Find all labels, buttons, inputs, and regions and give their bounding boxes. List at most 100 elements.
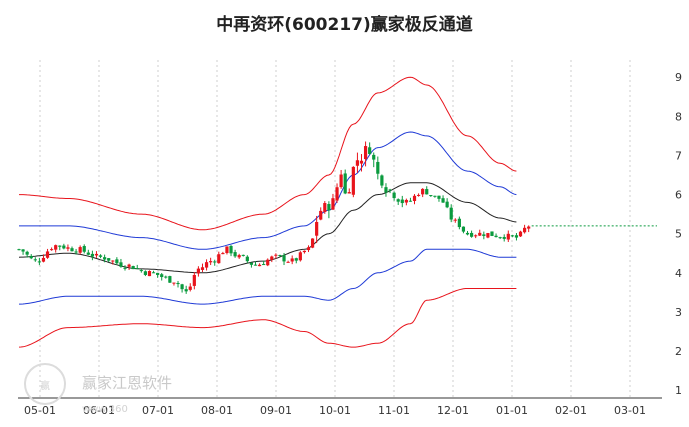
candlestick bbox=[66, 244, 70, 252]
candlestick bbox=[262, 260, 266, 266]
candlestick bbox=[461, 226, 466, 234]
candle-body bbox=[498, 237, 502, 239]
candlestick bbox=[518, 230, 523, 238]
candle-body bbox=[400, 199, 404, 204]
candlestick bbox=[306, 245, 311, 253]
x-tick-label: 12-01 bbox=[437, 404, 469, 417]
y-tick-label: 2 bbox=[675, 345, 682, 358]
candlestick bbox=[33, 257, 37, 262]
candle-body bbox=[82, 246, 86, 252]
y-tick-label: 7 bbox=[675, 149, 682, 162]
candle-body bbox=[139, 270, 143, 272]
candle-body bbox=[217, 254, 221, 264]
candle-body bbox=[408, 200, 413, 202]
candle-body bbox=[514, 235, 519, 238]
candle-body bbox=[518, 231, 523, 237]
candle-body bbox=[294, 258, 298, 261]
x-tick-label: 03-01 bbox=[614, 404, 646, 417]
candlestick bbox=[168, 275, 172, 283]
candlestick bbox=[221, 251, 225, 255]
candle-body bbox=[469, 232, 474, 237]
candlesticks bbox=[17, 141, 531, 294]
candlestick bbox=[41, 254, 46, 263]
candlestick bbox=[429, 195, 433, 197]
candlestick bbox=[253, 261, 258, 266]
candlestick bbox=[257, 263, 262, 267]
axes: 05-01 06-01 07-01 08-01 09-01 10-01 11-01 12-01… bbox=[18, 71, 682, 417]
candlestick bbox=[98, 254, 103, 259]
candlestick bbox=[506, 230, 510, 243]
candle-body bbox=[290, 258, 294, 262]
candlestick bbox=[335, 183, 339, 203]
inner-upper-band bbox=[19, 131, 517, 250]
candlestick bbox=[135, 264, 139, 270]
candle-body bbox=[98, 255, 103, 257]
candle-body bbox=[249, 262, 254, 265]
candle-body bbox=[482, 234, 486, 236]
candle-body bbox=[45, 251, 50, 258]
candlestick bbox=[119, 258, 123, 268]
candle-body bbox=[209, 261, 213, 263]
candle-body bbox=[196, 268, 201, 274]
candlestick bbox=[29, 254, 33, 260]
candlestick bbox=[241, 254, 245, 257]
candle-body bbox=[176, 282, 180, 285]
candle-body bbox=[213, 261, 217, 263]
candlestick bbox=[209, 257, 213, 266]
candlestick bbox=[37, 257, 41, 266]
watermark-url: www.360 bbox=[82, 404, 128, 415]
candle-body bbox=[298, 252, 302, 261]
candlestick bbox=[151, 270, 156, 274]
watermark-text: 赢家江恩软件 bbox=[82, 374, 172, 392]
candlestick bbox=[453, 218, 457, 223]
outer-upper-band bbox=[19, 76, 517, 231]
candlestick bbox=[478, 229, 482, 236]
candlestick bbox=[103, 254, 107, 263]
candlestick bbox=[17, 248, 21, 251]
candle-body bbox=[180, 284, 184, 290]
candle-body bbox=[115, 259, 119, 264]
candlestick bbox=[286, 260, 290, 263]
candlestick bbox=[421, 188, 425, 198]
candlestick bbox=[445, 198, 449, 209]
candle-body bbox=[347, 192, 351, 194]
candle-body bbox=[188, 286, 192, 290]
candlestick bbox=[498, 236, 502, 240]
candlestick bbox=[249, 262, 254, 268]
candlestick bbox=[156, 272, 160, 278]
candle-body bbox=[278, 255, 282, 257]
candle-body bbox=[131, 266, 135, 270]
candlestick bbox=[172, 282, 176, 286]
candle-body bbox=[168, 276, 172, 283]
candle-body bbox=[323, 203, 327, 212]
candle-body bbox=[343, 173, 347, 194]
candle-body bbox=[465, 232, 470, 235]
candle-body bbox=[143, 271, 147, 275]
candle-body bbox=[372, 154, 376, 160]
candle-body bbox=[266, 259, 270, 266]
candle-body bbox=[119, 262, 123, 267]
y-tick-label: 9 bbox=[675, 71, 682, 84]
candlestick bbox=[465, 230, 470, 236]
candle-body bbox=[433, 195, 437, 197]
candlestick bbox=[217, 251, 221, 264]
candlestick bbox=[441, 195, 445, 203]
x-tick-label: 06-01 bbox=[83, 404, 115, 417]
candle-body bbox=[25, 251, 29, 255]
candlestick bbox=[359, 154, 364, 172]
candlestick bbox=[278, 254, 282, 257]
candlestick bbox=[290, 255, 294, 265]
candle-body bbox=[339, 174, 343, 188]
candle-body bbox=[527, 226, 531, 229]
candlestick bbox=[388, 188, 392, 194]
candle-body bbox=[123, 267, 127, 269]
candlestick bbox=[474, 234, 478, 239]
candle-body bbox=[380, 175, 384, 186]
candlestick bbox=[164, 275, 168, 279]
candlestick bbox=[62, 243, 66, 250]
candle-body bbox=[78, 247, 82, 253]
candlestick bbox=[400, 195, 404, 208]
candle-body bbox=[331, 198, 335, 210]
candle-body bbox=[86, 252, 90, 255]
candle-body bbox=[392, 192, 396, 199]
